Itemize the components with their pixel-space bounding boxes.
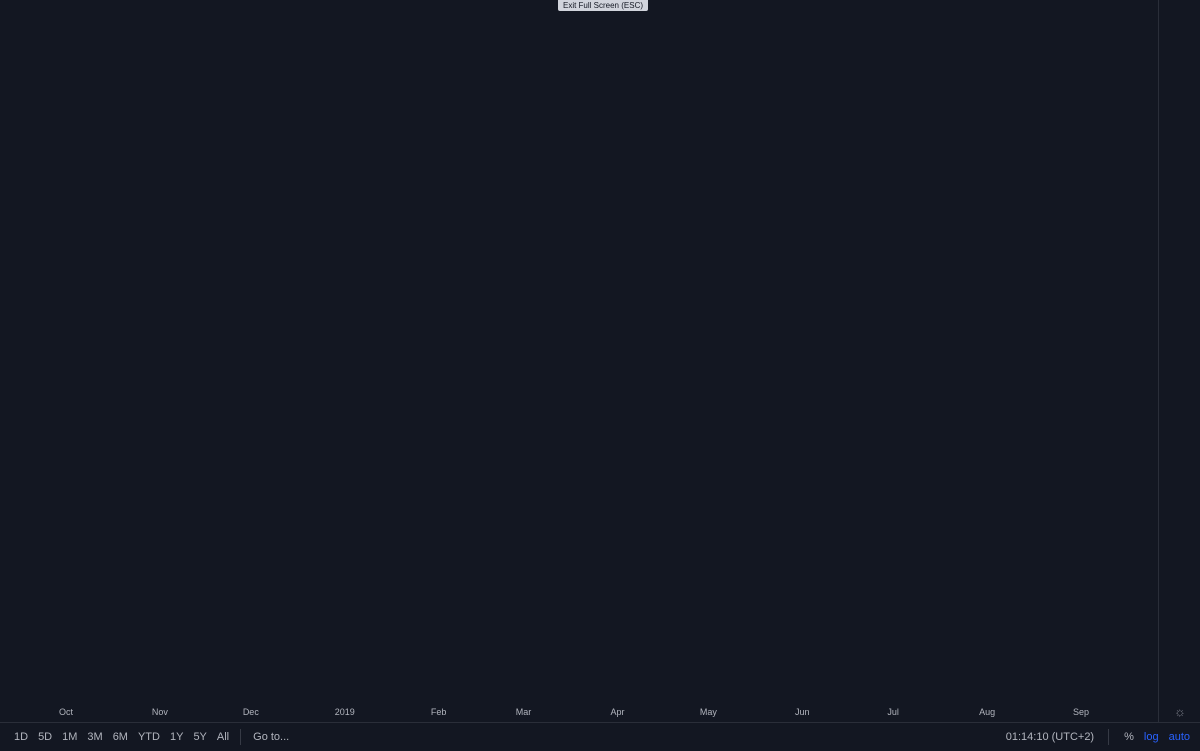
time-tick-label: Nov — [152, 707, 169, 717]
log-scale-button[interactable]: log — [1143, 731, 1159, 743]
time-tick-label: May — [700, 707, 718, 717]
timeframe-1m[interactable]: 1M — [62, 731, 78, 743]
timeframe-ytd[interactable]: YTD — [137, 731, 160, 743]
auto-scale-button[interactable]: auto — [1168, 731, 1190, 743]
exit-fullscreen-button[interactable]: Exit Full Screen (ESC) — [558, 0, 648, 11]
price-axis[interactable]: 7400.07200.07000.06800.06600.06400.06200… — [1158, 0, 1200, 751]
time-tick-label: Sep — [1073, 707, 1089, 717]
time-tick-label: Oct — [59, 707, 74, 717]
candlestick-chart[interactable]: (6389.0)(4088.7)(3705.4)XBTUSD — [0, 0, 1160, 751]
time-tick-label: Jul — [887, 707, 899, 717]
goto-date-button[interactable]: Go to... — [253, 731, 290, 743]
utc-clock[interactable]: 01:14:10 (UTC+2) — [1005, 731, 1095, 743]
timeframe-5d[interactable]: 5D — [38, 731, 53, 743]
time-tick-label: Aug — [979, 707, 995, 717]
time-tick-label: Feb — [431, 707, 447, 717]
chart-canvas[interactable]: (6389.0)(4088.7)(3705.4)XBTUSD — [0, 0, 1160, 751]
timeframe-all[interactable]: All — [216, 731, 230, 743]
timeframe-selector: 1D 5D 1M 3M 6M YTD 1Y 5Y All — [0, 731, 234, 743]
timeframe-1y[interactable]: 1Y — [169, 731, 184, 743]
time-tick-label: 2019 — [335, 707, 355, 717]
timeframe-1d[interactable]: 1D — [14, 731, 29, 743]
price-axis-labels: 7400.07200.07000.06800.06600.06400.06200… — [1160, 736, 1200, 751]
timeframe-3m[interactable]: 3M — [87, 731, 103, 743]
gear-icon[interactable]: ☼ — [1158, 700, 1200, 722]
time-tick-label: Mar — [516, 707, 532, 717]
time-tick-label: Apr — [610, 707, 624, 717]
toolbar-divider — [240, 729, 242, 745]
percent-scale-button[interactable]: % — [1124, 731, 1134, 743]
time-axis[interactable]: Oct Nov Dec 2019 Feb Mar Apr May Jun Jul Aug Sep — [0, 700, 1158, 722]
timeframe-6m[interactable]: 6M — [112, 731, 128, 743]
bottom-toolbar: 1D 5D 1M 3M 6M YTD 1Y 5Y All Go to... 01:14:10 (… — [0, 722, 1200, 751]
time-tick-label: Jun — [795, 707, 810, 717]
timeframe-5y[interactable]: 5Y — [193, 731, 207, 743]
toolbar-divider — [1108, 729, 1110, 745]
right-tools: 01:14:10 (UTC+2) % log auto — [1006, 729, 1200, 745]
time-tick-label: Dec — [243, 707, 260, 717]
time-axis-labels: Oct Nov Dec 2019 Feb Mar Apr May Jun Jul Aug Sep — [59, 707, 1089, 717]
